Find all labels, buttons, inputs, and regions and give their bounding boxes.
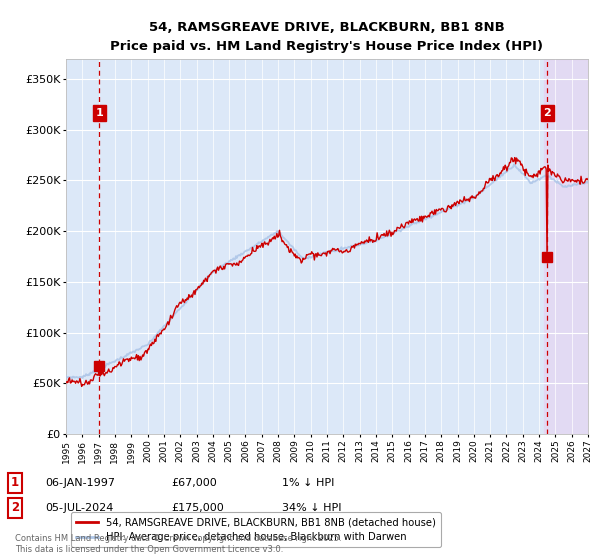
Text: Contains HM Land Registry data © Crown copyright and database right 2025.
This d: Contains HM Land Registry data © Crown c… [15,534,341,554]
Text: 05-JUL-2024: 05-JUL-2024 [45,503,113,513]
Text: 1: 1 [11,476,19,489]
Text: 34% ↓ HPI: 34% ↓ HPI [282,503,341,513]
Text: 1: 1 [95,108,103,118]
Text: 1% ↓ HPI: 1% ↓ HPI [282,478,334,488]
Legend: 54, RAMSGREAVE DRIVE, BLACKBURN, BB1 8NB (detached house), HPI: Average price, d: 54, RAMSGREAVE DRIVE, BLACKBURN, BB1 8NB… [71,512,441,547]
Text: 2: 2 [11,501,19,515]
Text: £175,000: £175,000 [171,503,224,513]
Text: 06-JAN-1997: 06-JAN-1997 [45,478,115,488]
Bar [544,59,588,434]
Text: £67,000: £67,000 [171,478,217,488]
Text: 2: 2 [544,108,551,118]
Title: 54, RAMSGREAVE DRIVE, BLACKBURN, BB1 8NB
Price paid vs. HM Land Registry's House: 54, RAMSGREAVE DRIVE, BLACKBURN, BB1 8NB… [110,21,544,53]
